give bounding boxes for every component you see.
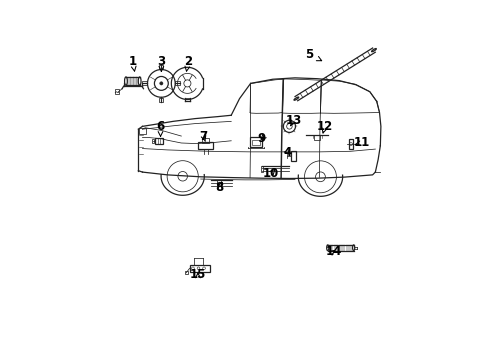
Bar	[151, 139, 153, 143]
Bar	[175, 81, 180, 85]
Bar	[158, 65, 163, 69]
Bar	[158, 98, 163, 102]
Bar	[189, 265, 209, 271]
Text: 9: 9	[257, 132, 265, 145]
Bar	[198, 142, 212, 149]
Bar	[155, 138, 163, 144]
Text: 15: 15	[189, 268, 206, 281]
Circle shape	[160, 82, 163, 85]
Text: 1: 1	[128, 55, 137, 71]
Text: 3: 3	[157, 55, 165, 71]
Bar	[217, 180, 220, 186]
Bar	[290, 151, 295, 161]
Bar	[202, 138, 209, 143]
Text: 13: 13	[285, 114, 301, 127]
Bar	[348, 139, 352, 149]
Text: 12: 12	[316, 120, 332, 133]
Bar	[115, 90, 119, 94]
Text: 6: 6	[156, 120, 164, 136]
Bar	[184, 271, 187, 274]
Bar	[314, 135, 319, 140]
Text: 2: 2	[184, 55, 192, 71]
Text: 10: 10	[263, 167, 279, 180]
Text: 7: 7	[199, 130, 207, 143]
Text: 4: 4	[284, 146, 291, 159]
Text: 11: 11	[353, 136, 369, 149]
Text: 14: 14	[325, 244, 341, 258]
Bar	[261, 166, 263, 172]
Bar	[249, 137, 262, 147]
Bar	[139, 128, 145, 134]
Text: 8: 8	[215, 181, 223, 194]
Bar	[142, 81, 146, 85]
Text: 5: 5	[304, 48, 321, 61]
Bar	[252, 140, 259, 145]
